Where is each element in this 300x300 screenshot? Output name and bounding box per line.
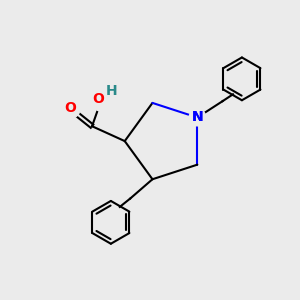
Text: N: N [191,110,203,124]
Text: H: H [106,84,117,98]
Text: N: N [191,110,203,124]
Text: O: O [92,92,104,106]
Text: O: O [64,101,76,116]
